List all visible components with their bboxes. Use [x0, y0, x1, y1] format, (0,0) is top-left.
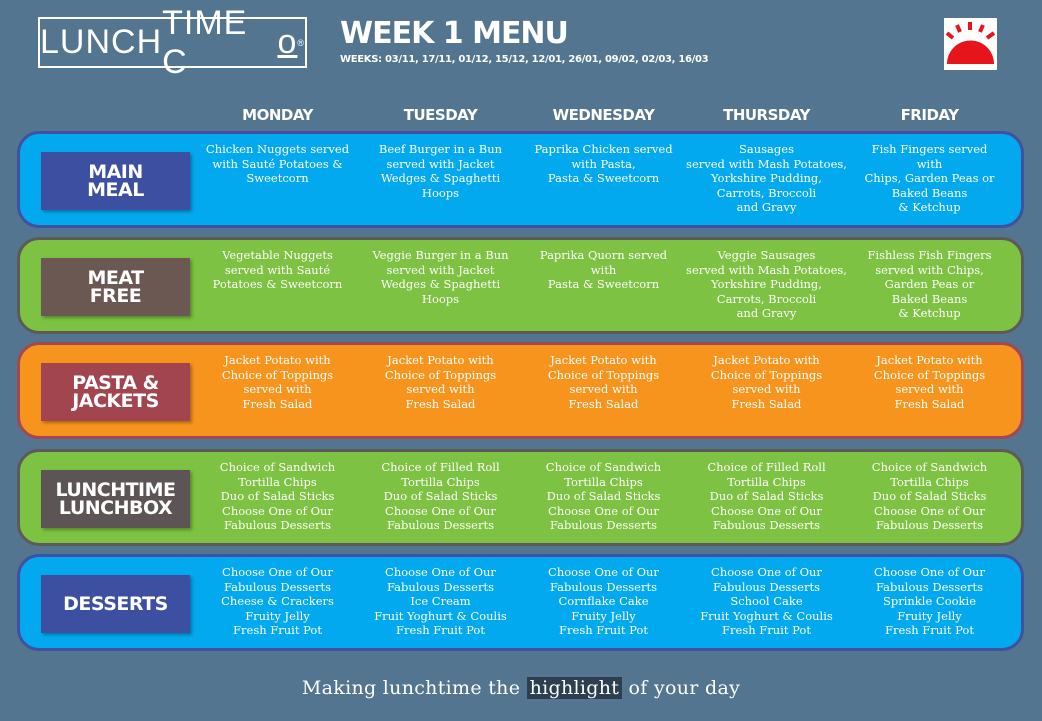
menu-cell-thursday: Choose One of Our Fabulous Desserts Scho… — [700, 565, 833, 637]
menu-cell-monday: Choose One of Our Fabulous Desserts Chee… — [221, 565, 334, 637]
row-label: MEAT FREE — [41, 258, 190, 316]
menu-cell-monday: Chicken Nuggets served with Sauté Potato… — [205, 142, 350, 185]
menu-row-desserts: DESSERTS Choose One of Our Fabulous Desse… — [17, 554, 1024, 651]
logo-mark: ® — [297, 37, 305, 48]
day-header-thursday: THURSDAY — [723, 106, 810, 124]
menu-cell-wednesday: Choose One of Our Fabulous Desserts Corn… — [548, 565, 659, 637]
menu-cell-monday: Choice of Sandwich Tortilla Chips Duo of… — [219, 460, 336, 532]
tagline: Making lunchtime the highlight of your d… — [0, 677, 1042, 699]
day-header-friday: FRIDAY — [900, 106, 959, 124]
menu-cell-wednesday: Jacket Potato with Choice of Toppings se… — [547, 353, 660, 411]
day-header-tuesday: TUESDAY — [403, 106, 478, 124]
menu-cell-tuesday: Choose One of Our Fabulous Desserts Ice … — [374, 565, 507, 637]
tagline-end: of your day — [622, 677, 741, 699]
menu-cell-wednesday: Paprika Quorn served with Pasta & Sweetc… — [539, 248, 668, 291]
menu-row-pasta-jackets: PASTA & JACKETS Jacket Potato with Choice… — [17, 342, 1024, 439]
menu-cell-wednesday: Choice of Sandwich Tortilla Chips Duo of… — [545, 460, 662, 532]
day-header-monday: MONDAY — [242, 106, 313, 124]
logo-light: TIME C — [162, 3, 248, 81]
weeks-list: WEEKS: 03/11, 17/11, 01/12, 15/12, 12/01… — [340, 54, 709, 65]
menu-cell-tuesday: Veggie Burger in a Bun served with Jacke… — [372, 248, 509, 306]
menu-row-main-meal: MAIN MEAL Chicken Nuggets served with Sau… — [17, 131, 1024, 228]
menu-cell-tuesday: Choice of Filled Roll Tortilla Chips Duo… — [381, 460, 500, 532]
row-label: DESSERTS — [41, 575, 190, 633]
menu-cell-tuesday: Beef Burger in a Bun served with Jacket … — [378, 142, 503, 200]
row-label: PASTA & JACKETS — [41, 363, 190, 421]
lunchtime-co-logo: LUNCH TIME C o ® — [38, 4, 307, 81]
menu-row-lunchtime-lunchbox: LUNCHTIME LUNCHBOX Choice of Sandwich Tor… — [17, 449, 1024, 546]
menu-cell-friday: Choose One of Our Fabulous Desserts Spri… — [874, 565, 985, 637]
menu-cell-friday: Choice of Sandwich Tortilla Chips Duo of… — [871, 460, 988, 532]
menu-cell-thursday: Sausages served with Mash Potatoes, York… — [686, 142, 847, 214]
menu-cell-friday: Fish Fingers served with Chips, Garden P… — [864, 142, 995, 214]
menu-cell-monday: Vegetable Nuggets served with Sauté Pota… — [212, 248, 343, 291]
menu-cell-wednesday: Paprika Chicken served with Pasta, Pasta… — [534, 142, 673, 185]
menu-cell-monday: Jacket Potato with Choice of Toppings se… — [221, 353, 334, 411]
logo-bold: LUNCH — [40, 23, 163, 61]
day-header-wednesday: WEDNESDAY — [552, 106, 655, 124]
logo-suffix: o — [277, 23, 298, 61]
menu-cell-tuesday: Jacket Potato with Choice of Toppings se… — [384, 353, 497, 411]
row-label: MAIN MEAL — [41, 152, 190, 210]
page-title: WEEK 1 MENU — [340, 16, 569, 51]
menu-cell-thursday: Veggie Sausages served with Mash Potatoe… — [686, 248, 847, 320]
menu-cell-thursday: Choice of Filled Roll Tortilla Chips Duo… — [707, 460, 826, 532]
menu-cell-thursday: Jacket Potato with Choice of Toppings se… — [710, 353, 823, 411]
sun-icon — [944, 18, 997, 70]
menu-cell-friday: Jacket Potato with Choice of Toppings se… — [873, 353, 986, 411]
row-label: LUNCHTIME LUNCHBOX — [41, 470, 190, 528]
menu-row-meat-free: MEAT FREE Vegetable Nuggets served with S… — [17, 237, 1024, 334]
tagline-highlight: highlight — [526, 677, 623, 699]
menu-cell-friday: Fishless Fish Fingers served with Chips,… — [867, 248, 992, 320]
tagline-start: Making lunchtime the — [301, 677, 527, 699]
